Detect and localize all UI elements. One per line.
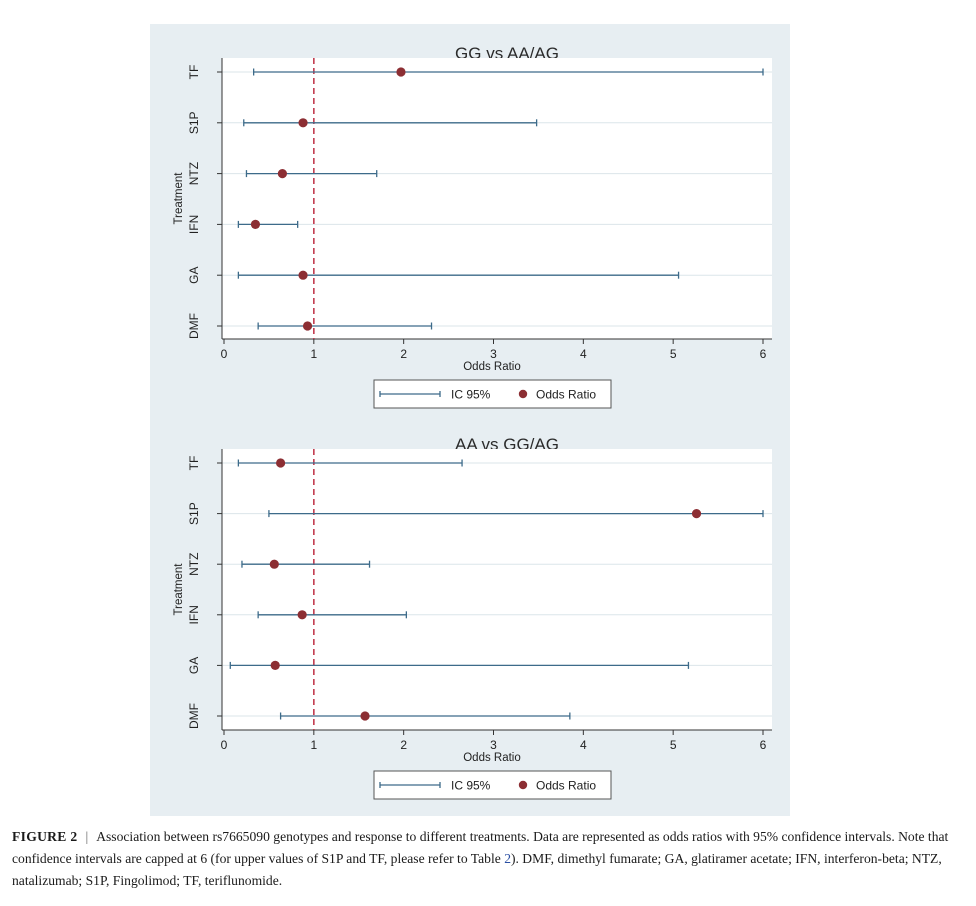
x-axis-title: Odds Ratio <box>463 752 521 764</box>
y-tick-label: DMF <box>187 703 201 729</box>
y-tick-label: NTZ <box>187 162 201 185</box>
legend-point-swatch <box>518 780 528 790</box>
odds-ratio-point <box>250 219 261 229</box>
x-tick-label: 4 <box>580 347 587 361</box>
x-tick-label: 6 <box>760 738 767 752</box>
x-tick-label: 5 <box>670 738 677 752</box>
plot-area <box>222 449 772 730</box>
table-reference-link[interactable]: 2 <box>504 851 511 866</box>
odds-ratio-point <box>360 711 370 721</box>
y-tick-label: S1P <box>187 502 201 525</box>
x-tick-label: 2 <box>400 347 407 361</box>
odds-ratio-point <box>691 508 702 519</box>
y-axis-title: Treatment <box>173 172 185 225</box>
odds-ratio-point <box>297 610 307 620</box>
x-tick-label: 4 <box>580 738 587 752</box>
figure-caption: FIGURE 2 | Association between rs7665090 g… <box>12 826 962 892</box>
legend-point-label: Odds Ratio <box>536 779 596 793</box>
y-tick-label: GA <box>187 267 201 284</box>
y-tick-label: S1P <box>187 111 201 134</box>
odds-ratio-point <box>269 559 279 569</box>
odds-ratio-point <box>302 321 313 331</box>
x-tick-label: 5 <box>670 347 677 361</box>
y-axis-title: Treatment <box>173 563 185 616</box>
legend-point-swatch <box>518 389 528 399</box>
y-tick-label: NTZ <box>187 553 201 576</box>
y-tick-label: TF <box>187 456 201 471</box>
caption-text: Association between rs7665090 genotypes … <box>12 829 949 866</box>
legend-ci-label: IC 95% <box>451 779 491 793</box>
x-axis-title: Odds Ratio <box>463 361 521 373</box>
x-tick-label: 6 <box>760 347 767 361</box>
caption-text-end: ). DMF, dimethyl fumarate; GA, glatirame… <box>12 851 942 888</box>
odds-ratio-point <box>270 660 280 671</box>
odds-ratio-point <box>298 118 308 128</box>
y-tick-label: DMF <box>187 313 201 339</box>
x-tick-label: 2 <box>400 738 407 752</box>
odds-ratio-point <box>396 67 406 77</box>
odds-ratio-point <box>298 270 308 280</box>
y-tick-label: IFN <box>187 605 201 624</box>
legend-point-label: Odds Ratio <box>536 388 596 402</box>
y-tick-label: GA <box>187 657 201 674</box>
x-tick-label: 3 <box>490 738 497 752</box>
x-tick-label: 0 <box>221 347 228 361</box>
x-tick-label: 1 <box>310 347 317 361</box>
plot-area <box>222 58 772 339</box>
legend-ci-label: IC 95% <box>451 388 491 402</box>
x-tick-label: 1 <box>310 738 317 752</box>
x-tick-label: 0 <box>221 738 228 752</box>
y-tick-label: TF <box>187 65 201 80</box>
x-tick-label: 3 <box>490 347 497 361</box>
y-tick-label: IFN <box>187 215 201 234</box>
figure-number: FIGURE 2 <box>12 829 78 844</box>
odds-ratio-point <box>275 458 286 468</box>
odds-ratio-point <box>277 169 287 179</box>
caption-separator: | <box>85 829 89 844</box>
